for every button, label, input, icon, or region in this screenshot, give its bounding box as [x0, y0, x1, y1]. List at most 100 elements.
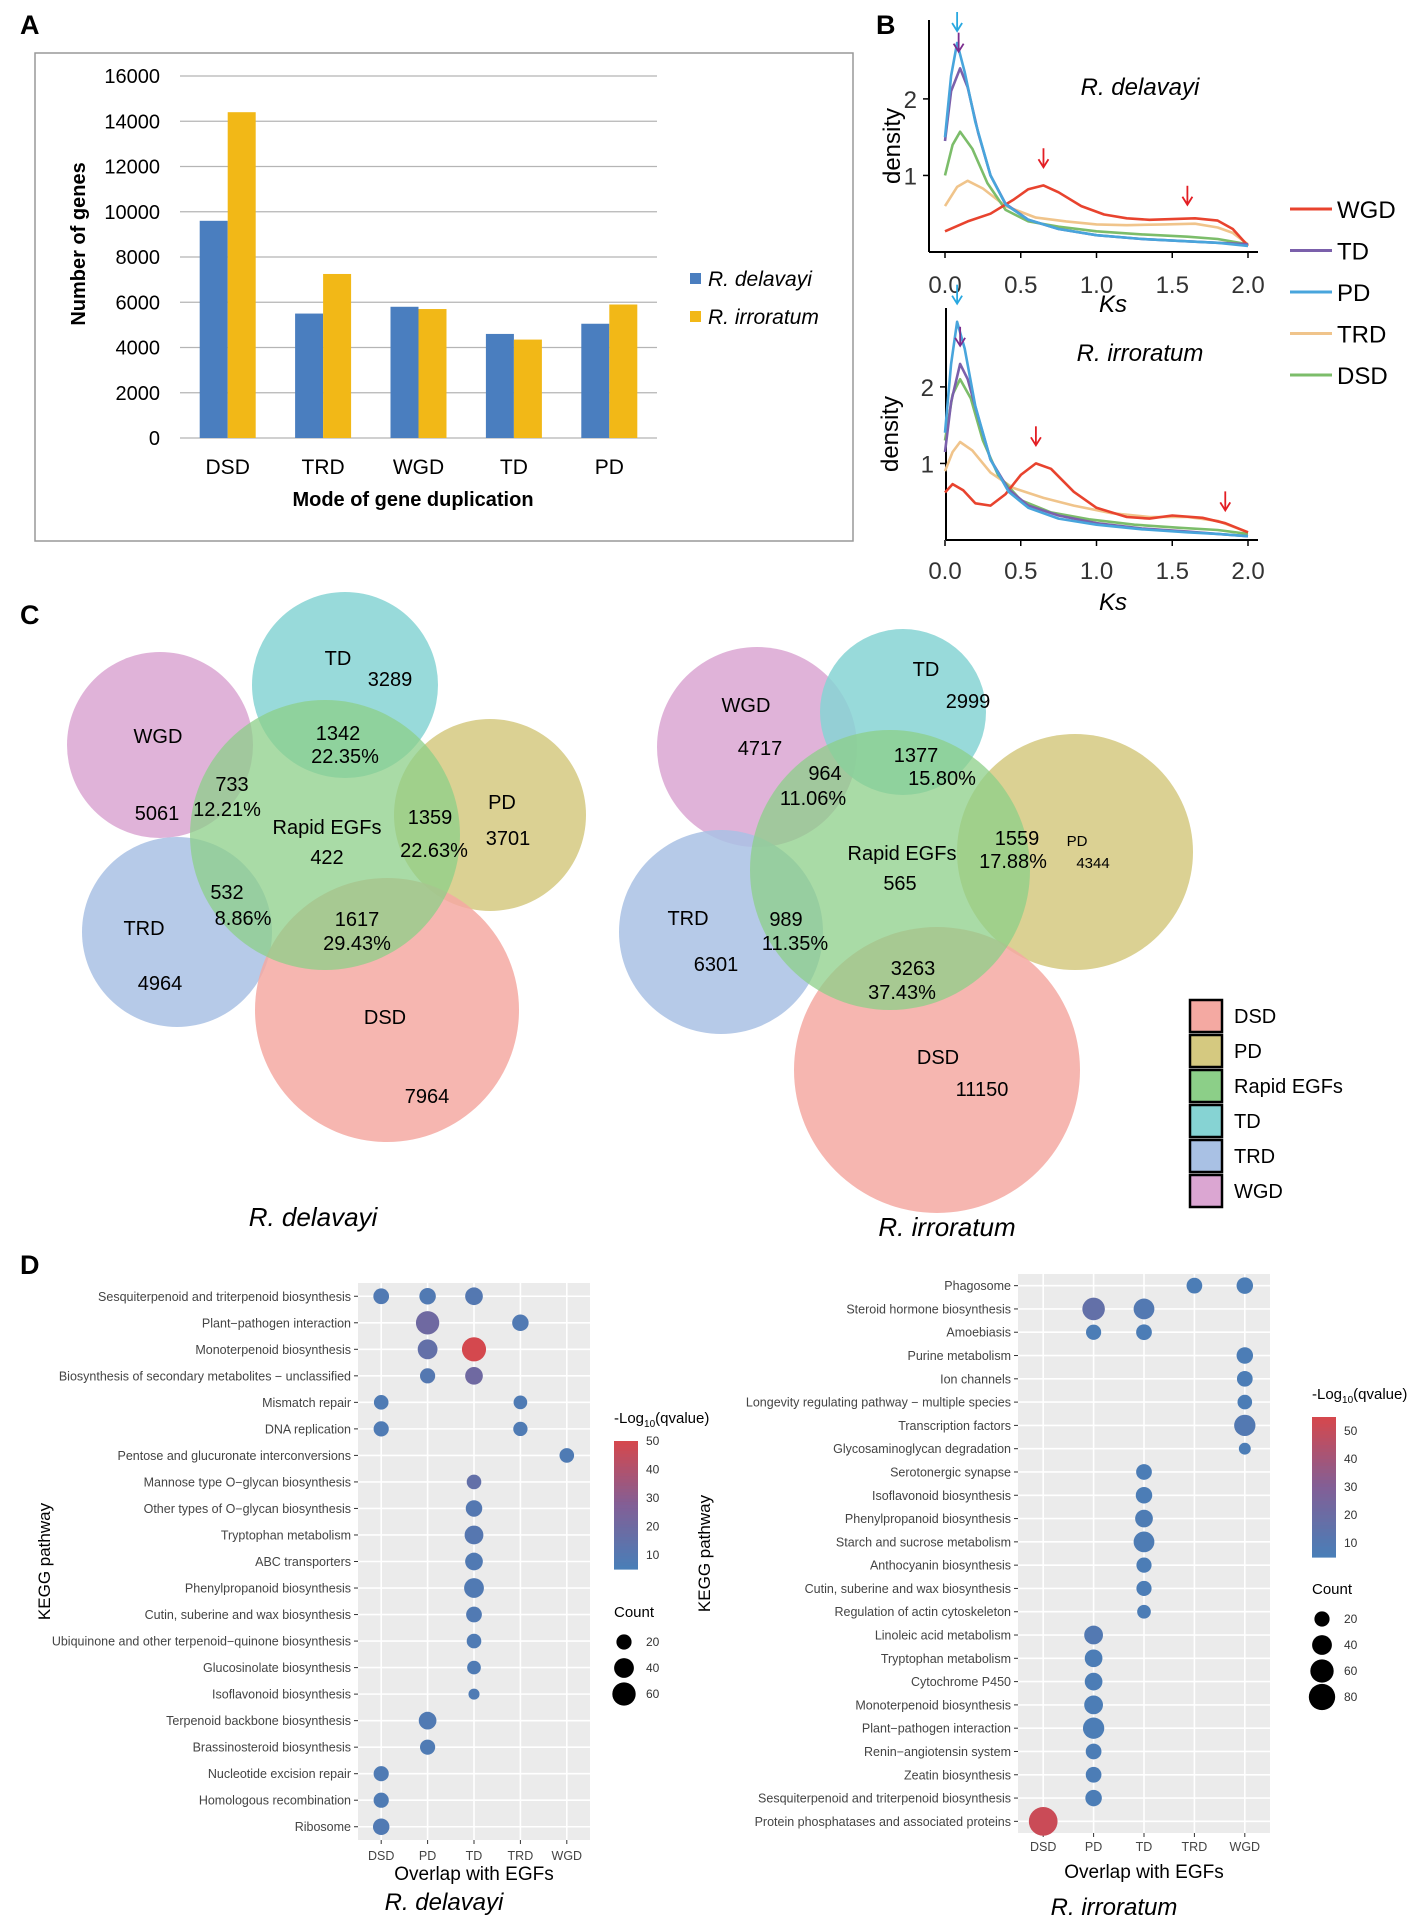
color-bar-segment [1312, 1504, 1336, 1509]
dot-point [465, 1552, 483, 1571]
color-bar-segment [614, 1463, 638, 1468]
color-bar-segment [1312, 1452, 1336, 1457]
color-bar-segment [614, 1527, 638, 1532]
pathway-label: DNA replication [265, 1422, 351, 1436]
venn-label: 1559 [995, 828, 1040, 850]
color-bar-segment [1312, 1511, 1336, 1516]
bar-WGD-delavayi [390, 306, 419, 438]
ks-density-plots: 1 2 0.0 0.5 1.0 1.5 2.0 Ks density R. delavayi 1 2 0… [877, 12, 1396, 616]
venn-label: 4344 [1076, 855, 1109, 872]
venn-label: 1377 [894, 745, 939, 767]
size-tick-label: 60 [1344, 1664, 1358, 1678]
size-tick-label: 80 [1344, 1690, 1358, 1704]
pathway-label: Regulation of actin cytoskeleton [835, 1605, 1012, 1619]
dot-point [1137, 1604, 1151, 1619]
y-tick-label: 10000 [104, 202, 160, 224]
pathway-label: Linoleic acid metabolism [875, 1629, 1011, 1643]
venn-label: 565 [883, 873, 916, 895]
y-tick-label: 2000 [116, 383, 161, 405]
dot-point [465, 1366, 483, 1385]
column-label: WGD [552, 1849, 583, 1863]
color-bar-segment [1312, 1525, 1336, 1530]
color-bar-segment [1312, 1424, 1336, 1429]
peak-arrow-head [1037, 158, 1050, 169]
y-tick-label: 2 [904, 87, 917, 114]
dot-point [1135, 1509, 1153, 1528]
y-tick-label: 4000 [116, 338, 161, 360]
pathway-label: Tryptophan metabolism [881, 1652, 1011, 1666]
pathway-label: Sesquiterpenoid and triterpenoid biosynt… [758, 1792, 1011, 1806]
x-axis-label: Ks [1099, 291, 1127, 318]
bar-TRD-irroratum [323, 273, 352, 438]
color-bar-segment [614, 1495, 638, 1500]
pathway-label: Plant−pathogen interaction [862, 1722, 1011, 1736]
y-tick-label: 6000 [116, 292, 161, 314]
size-legend-dot [612, 1682, 636, 1706]
dot-point [468, 1688, 480, 1700]
x-axis-label: Ks [1099, 589, 1127, 616]
venn-label: 29.43% [323, 933, 391, 955]
venn-legend-swatch [1188, 1138, 1224, 1174]
pathway-label: Mismatch repair [262, 1396, 351, 1410]
y-axis-label: KEGG pathway [35, 1502, 54, 1620]
pathway-label: Ribosome [295, 1820, 351, 1834]
color-bar-segment [614, 1482, 638, 1487]
color-bar-segment [1312, 1466, 1336, 1471]
color-bar-segment [1312, 1434, 1336, 1439]
dot-point [512, 1314, 529, 1332]
panel-label-c: C [20, 600, 40, 630]
venn-legend-label: WGD [1234, 1181, 1283, 1203]
pathway-label: Cutin, suberine and wax biosynthesis [805, 1582, 1011, 1596]
x-axis-label: Mode of gene duplication [292, 489, 533, 511]
venn-label: 11150 [956, 1079, 1009, 1101]
dot-point [1236, 1347, 1254, 1364]
density-line-PD [943, 320, 1249, 538]
dot-point [513, 1421, 528, 1437]
color-bar-segment [614, 1514, 638, 1519]
venn-label: 964 [808, 763, 841, 785]
pathway-label: Isoflavonoid biosynthesis [212, 1688, 351, 1702]
dot-point [466, 1474, 482, 1490]
density-title: R. irroratum [1077, 340, 1204, 367]
color-bar-segment [614, 1556, 638, 1560]
chart-a-frame [34, 52, 854, 542]
color-tick-label: 50 [646, 1434, 660, 1448]
pathway-label: Homologous recombination [199, 1794, 351, 1808]
venn-label: Rapid EGFs [848, 843, 957, 865]
dot-point [373, 1395, 389, 1410]
color-tick-label: 20 [646, 1519, 660, 1533]
color-bar-segment [1312, 1448, 1336, 1453]
color-bar-segment [1312, 1490, 1336, 1495]
venn-legend-swatch [1188, 1033, 1224, 1069]
bar-DSD-irroratum [227, 112, 256, 438]
column-label: TD [1136, 1840, 1153, 1854]
bar-TD-irroratum [513, 339, 542, 438]
venn-legend-label: TRD [1234, 1146, 1275, 1168]
color-bar-segment [614, 1549, 638, 1554]
color-bar-segment [614, 1498, 638, 1503]
dot-point [464, 1578, 484, 1598]
size-legend-title: Count [1312, 1581, 1353, 1598]
dot-point [373, 1421, 389, 1437]
color-bar-segment [1312, 1483, 1336, 1488]
venn-label: 4964 [138, 973, 183, 995]
dot-point [559, 1448, 575, 1463]
color-bar-segment [1312, 1532, 1336, 1537]
peak-arrow-head [952, 43, 965, 54]
x-tick-label: PD [595, 456, 624, 479]
dot-point [1085, 1789, 1102, 1807]
legend-label: WGD [1337, 197, 1396, 224]
x-tick-label: 1.0 [1080, 272, 1113, 299]
color-bar-segment [1312, 1473, 1336, 1478]
pathway-label: Phagosome [944, 1279, 1011, 1293]
dot-point [1236, 1370, 1253, 1387]
color-bar-segment [614, 1444, 638, 1448]
color-bar-segment [614, 1521, 638, 1525]
color-bar-segment [1312, 1543, 1336, 1548]
color-tick-label: 40 [646, 1462, 660, 1476]
pathway-label: Protein phosphatases and associated prot… [755, 1815, 1011, 1829]
pathway-label: Anthocyanin biosynthesis [870, 1559, 1011, 1573]
size-tick-label: 20 [646, 1635, 660, 1649]
pathway-label: Tryptophan metabolism [221, 1528, 351, 1542]
